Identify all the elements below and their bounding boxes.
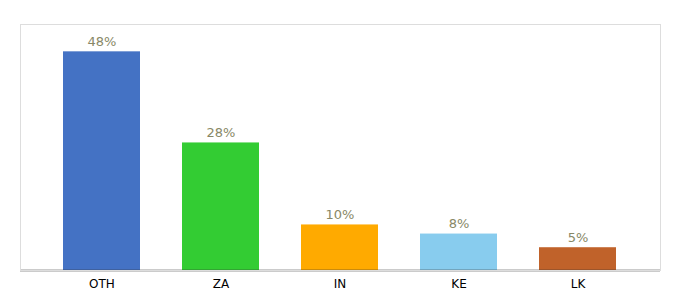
svg-text:IN: IN: [334, 277, 347, 291]
svg-text:5%: 5%: [568, 230, 589, 245]
svg-text:28%: 28%: [207, 125, 236, 140]
svg-text:10%: 10%: [326, 207, 355, 222]
svg-text:8%: 8%: [449, 216, 470, 231]
svg-text:OTH: OTH: [89, 277, 115, 291]
svg-text:48%: 48%: [88, 34, 117, 49]
svg-text:LK: LK: [571, 277, 587, 291]
svg-text:KE: KE: [451, 277, 466, 291]
svg-text:ZA: ZA: [213, 277, 230, 291]
